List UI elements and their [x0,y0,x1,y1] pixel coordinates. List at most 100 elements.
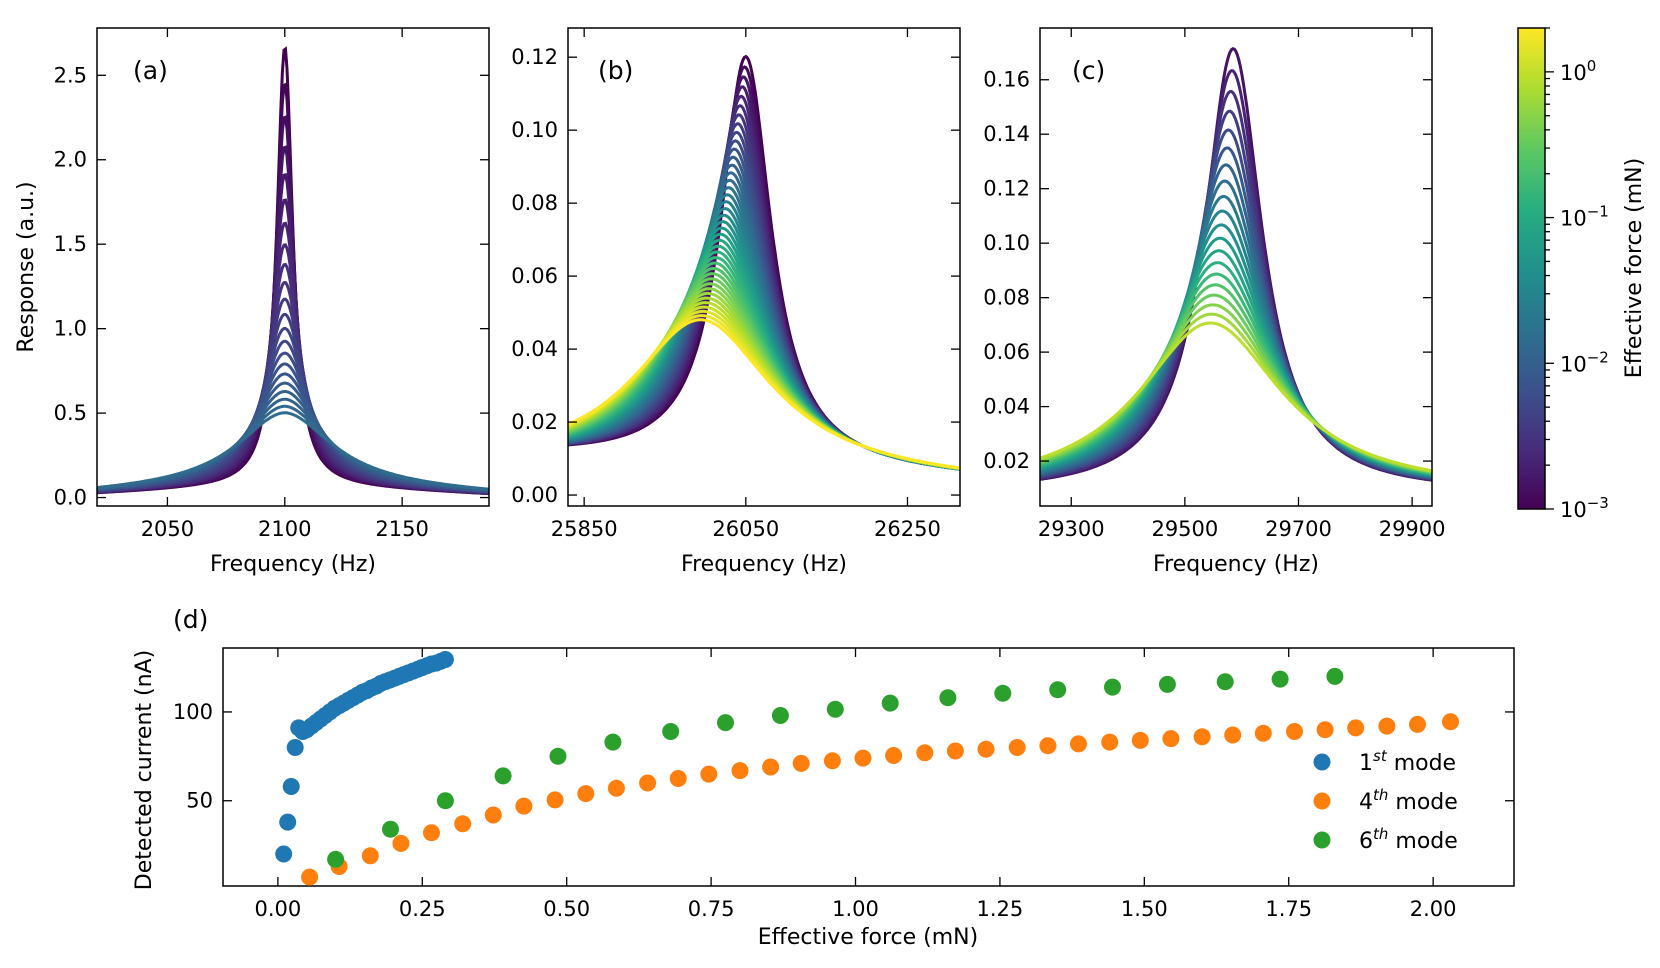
y-tick-label: 50 [186,789,213,813]
colorbar-label: Effective force (mN) [1622,158,1647,378]
y-axis-label-a: Response (a.u.) [14,181,39,352]
scatter-point-mode-4 [361,847,379,865]
y-tick-label: 0.02 [983,449,1030,473]
scatter-point-mode-6 [771,707,789,724]
scatter-point-mode-4 [1039,737,1057,755]
y-tick-label: 0.12 [511,45,558,69]
scatter-point-mode-4 [454,815,472,833]
x-tick-label: 29700 [1265,517,1332,541]
scatter-point-mode-4 [1442,713,1459,731]
scatter-point-mode-4 [669,770,687,787]
scatter-point-mode-4 [823,752,841,770]
scatter-point-mode-1 [275,845,293,863]
x-tick-label: 2100 [258,517,311,541]
legend-marker-mode-4 [1313,792,1331,810]
scatter-point-mode-1 [436,651,454,668]
y-tick-label: 0.04 [511,337,558,361]
panel-label-d: (d) [173,605,208,634]
scatter-point-mode-6 [436,792,454,810]
x-tick-label: 2050 [141,517,194,541]
x-tick-label: 0.50 [543,897,590,921]
scatter-point-mode-4 [546,791,564,809]
resonance-curve [97,381,489,493]
x-tick-label: 0.25 [399,897,446,921]
x-tick-label: 1.00 [832,897,879,921]
y-tick-label: 0.14 [983,122,1030,146]
plot-frame-a [96,27,490,507]
scatter-point-mode-4 [1070,735,1087,753]
scatter-point-mode-1 [282,778,300,795]
y-tick-label: 0.12 [983,177,1030,201]
scatter-point-mode-4 [1162,730,1180,748]
panel-c: 29300 29500 29700 29900 0.02 0.04 0.06 0.08 0.10… [983,27,1446,577]
y-tick-label: 0.08 [983,286,1030,310]
x-axis-label-b: Frequency (Hz) [681,552,847,577]
y-tick-label: 0.16 [983,68,1030,92]
y-tick-label: 0.00 [511,483,558,507]
y-tick-label: 0.08 [511,191,558,215]
y-tick-label: 0.10 [511,118,558,142]
colorbar-frame [1517,27,1546,510]
colorbar-tick-label: 10−2 [1560,348,1609,376]
scatter-point-mode-6 [1158,675,1176,693]
x-tick-label: 26050 [712,517,779,541]
legend-marker-mode-1 [1313,753,1331,771]
scatter-point-mode-4 [1254,724,1272,742]
legend-label-mode-1: 1st mode [1359,747,1456,776]
resonance-curve [97,351,489,493]
plot-frame-c [1039,27,1433,507]
scatter-point-mode-6 [327,850,345,868]
panel-b: 25850 26050 26250 0.00 0.02 0.04 0.06 0.08 0.10 0… [511,27,961,577]
x-tick-label: 2150 [375,517,428,541]
curves-c [1040,47,1432,482]
legend-label-mode-4: 4th mode [1359,786,1458,815]
resonance-curve [1040,47,1432,482]
x-tick-label: 29300 [1038,517,1105,541]
resonance-curve [1040,69,1432,482]
legend-label-mode-6: 6th mode [1359,825,1458,854]
scatter-point-mode-4 [977,740,995,758]
resonance-curve [568,318,960,470]
scatter-point-mode-6 [717,714,734,732]
resonance-curve [1040,109,1432,481]
scatter-point-mode-6 [494,767,512,785]
resonance-curve [97,411,489,491]
scatter-point-mode-4 [946,742,964,760]
colorbar-ticks: 10−3 10−2 10−1 100 [1545,27,1609,522]
colorbar-tick-label: 10−3 [1560,494,1609,522]
plot-frame-b [567,27,961,507]
resonance-curve [97,372,489,493]
y-tick-label: 0.5 [54,401,87,425]
scatter-point-mode-6 [881,694,899,712]
scatter-point-mode-4 [885,747,903,764]
scatter-point-mode-4 [484,806,502,824]
scatter-point-mode-6 [826,700,844,718]
ticks-a: 2050 2100 2150 0.0 0.5 1.0 1.5 2.0 2.5 [54,28,489,541]
resonance-curve [97,397,489,492]
resonance-curve [97,221,489,495]
scatter-point-mode-6 [1271,670,1289,688]
scatter-point-mode-6 [382,820,399,838]
scatter-point-mode-4 [1409,715,1426,733]
colorbar-tick-label: 10−1 [1560,203,1609,231]
y-tick-label: 100 [173,700,213,724]
scatter-point-mode-4 [1286,723,1303,740]
y-tick-label: 0.06 [983,340,1030,364]
scatter-point-mode-4 [639,774,657,792]
scatter-point-mode-4 [1224,726,1242,744]
colorbar: 10−3 10−2 10−1 100 Effective force (mN) [1517,27,1647,522]
scatter-point-mode-4 [423,824,440,842]
panel-label-c: (c) [1072,56,1105,85]
scatter-point-mode-4 [607,779,625,797]
plot-frame-d [222,647,1515,887]
colorbar-gradient [1518,28,1545,509]
scatter-point-mode-6 [1104,678,1121,696]
curves-a [97,46,489,496]
scatter-point-mode-6 [604,733,622,751]
scatter-point-mode-6 [994,684,1012,702]
x-tick-label: 26250 [874,517,941,541]
scatter-point-mode-6 [1049,681,1067,699]
scatter-point-mode-4 [1193,728,1211,746]
x-tick-label: 1.50 [1121,897,1168,921]
